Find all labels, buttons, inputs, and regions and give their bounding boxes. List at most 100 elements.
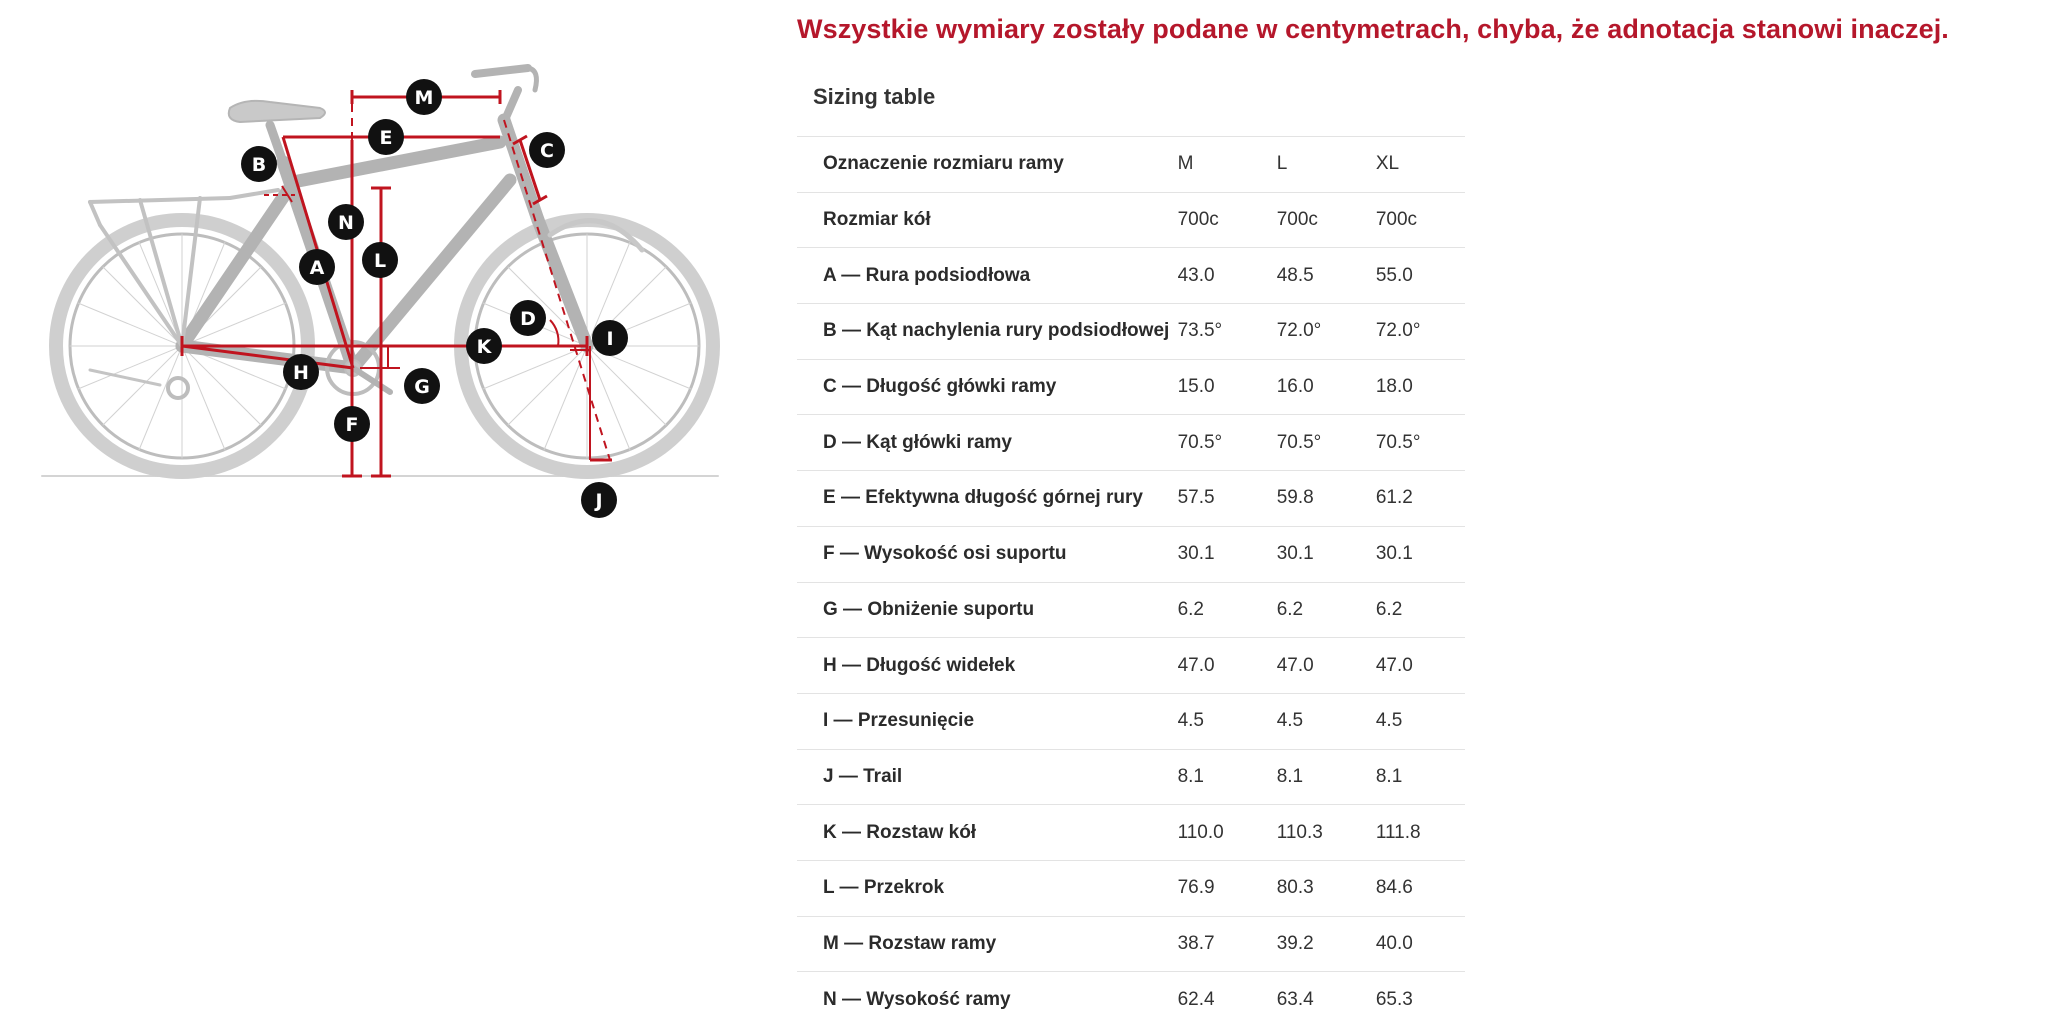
label-J: J [581, 482, 617, 518]
svg-text:N: N [338, 212, 354, 234]
label-G: G [404, 368, 440, 404]
svg-text:M: M [415, 87, 434, 109]
row-value: 48.5 [1277, 248, 1376, 304]
row-value: 700c [1178, 192, 1277, 248]
row-value: 80.3 [1277, 860, 1376, 916]
row-label: L — Przekrok [797, 860, 1178, 916]
label-A: A [299, 249, 335, 285]
row-value: 40.0 [1376, 916, 1465, 972]
label-F: F [334, 406, 370, 442]
row-value: 61.2 [1376, 471, 1465, 527]
row-value: 4.5 [1376, 693, 1465, 749]
sizing-table-title: Sizing table [813, 84, 935, 110]
row-value: 62.4 [1178, 972, 1277, 1027]
row-value: 70.5° [1178, 415, 1277, 471]
label-E: E [368, 119, 404, 155]
row-value: 57.5 [1178, 471, 1277, 527]
row-value: 72.0° [1277, 304, 1376, 360]
svg-text:C: C [540, 140, 554, 162]
row-label: F — Wysokość osi suportu [797, 526, 1178, 582]
row-label: A — Rura podsiodłowa [797, 248, 1178, 304]
svg-text:I: I [606, 328, 613, 350]
svg-text:H: H [293, 362, 309, 384]
row-value: 70.5° [1277, 415, 1376, 471]
row-value: 43.0 [1178, 248, 1277, 304]
row-label: E — Efektywna długość górnej rury [797, 471, 1178, 527]
header-label: Oznaczenie rozmiaru ramy [797, 137, 1178, 193]
row-value: 8.1 [1178, 749, 1277, 805]
row-value: 111.8 [1376, 805, 1465, 861]
bike-geometry-diagram: M E C B N L A D I K H G F J [30, 50, 730, 530]
row-value: 38.7 [1178, 916, 1277, 972]
row-label: I — Przesunięcie [797, 693, 1178, 749]
row-label: H — Długość widełek [797, 638, 1178, 694]
table-header-row: Oznaczenie rozmiaru ramy M L XL [797, 137, 1465, 193]
row-value: 30.1 [1376, 526, 1465, 582]
row-value: 110.3 [1277, 805, 1376, 861]
label-H: H [283, 354, 319, 390]
row-value: 59.8 [1277, 471, 1376, 527]
row-label: D — Kąt główki ramy [797, 415, 1178, 471]
svg-text:E: E [380, 127, 393, 149]
row-value: 15.0 [1178, 359, 1277, 415]
row-value: 47.0 [1178, 638, 1277, 694]
sizing-table-body: Oznaczenie rozmiaru ramy M L XL Rozmiar … [797, 137, 1465, 1027]
row-label: G — Obniżenie suportu [797, 582, 1178, 638]
row-label: N — Wysokość ramy [797, 972, 1178, 1027]
svg-text:D: D [520, 308, 536, 330]
row-value: 16.0 [1277, 359, 1376, 415]
row-value: 8.1 [1277, 749, 1376, 805]
svg-text:G: G [414, 376, 430, 398]
sizing-table: Oznaczenie rozmiaru ramy M L XL Rozmiar … [797, 136, 1465, 1027]
svg-text:K: K [477, 336, 493, 358]
svg-text:L: L [374, 250, 386, 272]
row-value: 73.5° [1178, 304, 1277, 360]
row-value: 700c [1277, 192, 1376, 248]
label-M: M [406, 79, 442, 115]
row-value: 76.9 [1178, 860, 1277, 916]
row-value: 6.2 [1178, 582, 1277, 638]
row-value: 30.1 [1178, 526, 1277, 582]
svg-text:B: B [252, 154, 266, 176]
row-label: K — Rozstaw kół [797, 805, 1178, 861]
svg-text:J: J [593, 490, 602, 512]
row-value: 65.3 [1376, 972, 1465, 1027]
row-value: 30.1 [1277, 526, 1376, 582]
label-B: B [241, 146, 277, 182]
svg-text:F: F [346, 414, 359, 436]
svg-text:A: A [310, 257, 325, 279]
row-value: 47.0 [1376, 638, 1465, 694]
row-value: 63.4 [1277, 972, 1376, 1027]
row-label: M — Rozstaw ramy [797, 916, 1178, 972]
row-value: 70.5° [1376, 415, 1465, 471]
row-value: 6.2 [1277, 582, 1376, 638]
size-header-xl: XL [1376, 137, 1465, 193]
row-label: Rozmiar kół [797, 192, 1178, 248]
row-value: 39.2 [1277, 916, 1376, 972]
size-header-l: L [1277, 137, 1376, 193]
row-value: 6.2 [1376, 582, 1465, 638]
row-value: 55.0 [1376, 248, 1465, 304]
label-D: D [510, 300, 546, 336]
row-value: 18.0 [1376, 359, 1465, 415]
row-value: 4.5 [1178, 693, 1277, 749]
row-value: 47.0 [1277, 638, 1376, 694]
label-C: C [529, 132, 565, 168]
row-value: 110.0 [1178, 805, 1277, 861]
label-L: L [362, 242, 398, 278]
row-value: 72.0° [1376, 304, 1465, 360]
units-notice: Wszystkie wymiary zostały podane w centy… [797, 14, 2027, 45]
row-value: 84.6 [1376, 860, 1465, 916]
